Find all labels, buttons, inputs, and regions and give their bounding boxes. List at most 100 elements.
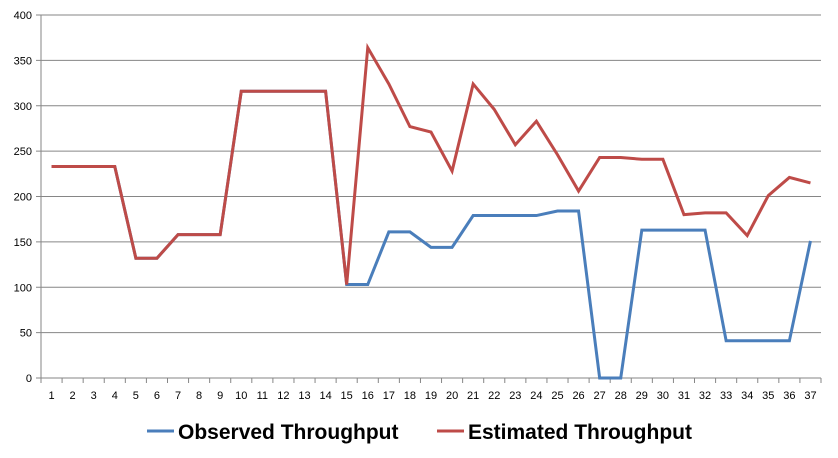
data-point — [387, 82, 390, 85]
axes — [36, 14, 822, 383]
x-tick-label: 2 — [70, 390, 76, 402]
data-point — [682, 213, 685, 216]
y-tick-label: 350 — [14, 55, 32, 67]
x-tick-label: 17 — [383, 390, 395, 402]
x-tick-label: 32 — [699, 390, 711, 402]
data-point — [598, 377, 601, 380]
x-tick-label: 1 — [48, 390, 54, 402]
data-point — [788, 176, 791, 179]
x-tick-label: 28 — [615, 390, 627, 402]
x-tick-label: 19 — [425, 390, 437, 402]
y-tick-label: 300 — [14, 101, 32, 113]
series-lines — [51, 42, 812, 380]
data-point — [472, 82, 475, 85]
data-point — [535, 214, 538, 217]
x-tick-label: 10 — [235, 390, 247, 402]
x-tick-label: 13 — [298, 390, 310, 402]
data-point — [240, 90, 243, 93]
y-tick-label: 100 — [14, 282, 32, 294]
legend: Observed Throughput Estimated Throughput — [147, 421, 692, 444]
x-tick-label: 15 — [341, 390, 353, 402]
data-point — [514, 143, 517, 146]
data-point — [451, 246, 454, 249]
x-tick-label: 16 — [362, 390, 374, 402]
data-point — [430, 131, 433, 134]
data-point — [493, 214, 496, 217]
data-point — [282, 90, 285, 93]
gridlines — [41, 14, 821, 334]
x-tick-label: 34 — [741, 390, 753, 402]
series-line-estimated — [51, 42, 811, 285]
data-point — [535, 120, 538, 123]
x-tick-label: 35 — [762, 390, 774, 402]
data-point — [704, 229, 707, 232]
x-tick-label: 9 — [217, 390, 223, 402]
data-point — [408, 125, 411, 128]
x-tick-label: 22 — [488, 390, 500, 402]
data-point — [134, 257, 137, 260]
x-tick-label: 33 — [720, 390, 732, 402]
data-point — [430, 246, 433, 249]
data-point — [345, 283, 348, 286]
data-point — [725, 211, 728, 214]
data-point — [493, 108, 496, 111]
x-tick-label: 3 — [91, 390, 97, 402]
data-point — [177, 233, 180, 236]
data-point — [556, 210, 559, 213]
y-tick-label: 250 — [14, 146, 32, 158]
data-point — [366, 46, 369, 49]
data-point — [451, 170, 454, 173]
x-tick-label: 26 — [572, 390, 584, 402]
data-point — [556, 153, 559, 156]
y-tick-label: 50 — [20, 328, 32, 340]
data-point — [366, 283, 369, 286]
data-point — [113, 165, 116, 168]
data-point — [577, 210, 580, 213]
data-point — [704, 211, 707, 214]
x-tick-label: 24 — [530, 390, 542, 402]
data-point — [155, 257, 158, 260]
data-point — [71, 165, 74, 168]
data-point — [324, 90, 327, 93]
x-tick-label: 8 — [196, 390, 202, 402]
data-point — [92, 165, 95, 168]
data-point — [661, 229, 664, 232]
x-tick-label: 37 — [804, 390, 816, 402]
x-tick-label: 7 — [175, 390, 181, 402]
data-point — [809, 239, 812, 242]
x-tick-label: 21 — [467, 390, 479, 402]
x-tick-label: 25 — [551, 390, 563, 402]
x-tick-label: 20 — [446, 390, 458, 402]
x-tick-label: 31 — [678, 390, 690, 402]
x-tick-label: 12 — [277, 390, 289, 402]
data-point — [408, 230, 411, 233]
data-point — [809, 181, 812, 184]
data-point — [598, 156, 601, 159]
data-point — [640, 158, 643, 161]
x-tick-label: 11 — [257, 390, 268, 402]
data-point — [788, 339, 791, 342]
data-point — [746, 234, 749, 237]
x-tick-label: 36 — [783, 390, 795, 402]
x-tick-label: 29 — [636, 390, 648, 402]
y-tick-label: 150 — [14, 237, 32, 249]
x-tick-label: 5 — [133, 390, 139, 402]
y-tick-label: 200 — [14, 192, 32, 204]
x-tick-label: 4 — [112, 390, 118, 402]
data-point — [261, 90, 264, 93]
data-point — [514, 214, 517, 217]
data-point — [725, 339, 728, 342]
x-tick-label: 27 — [594, 390, 606, 402]
data-point — [198, 233, 201, 236]
x-tick-label: 18 — [404, 390, 416, 402]
data-point — [746, 339, 749, 342]
x-tick-label: 23 — [509, 390, 521, 402]
data-point — [577, 190, 580, 193]
x-tick-label: 14 — [319, 390, 331, 402]
data-point — [767, 194, 770, 197]
data-point — [640, 229, 643, 232]
legend-label: Estimated Throughput — [468, 421, 692, 444]
data-point — [619, 156, 622, 159]
x-tick-label: 30 — [657, 390, 669, 402]
